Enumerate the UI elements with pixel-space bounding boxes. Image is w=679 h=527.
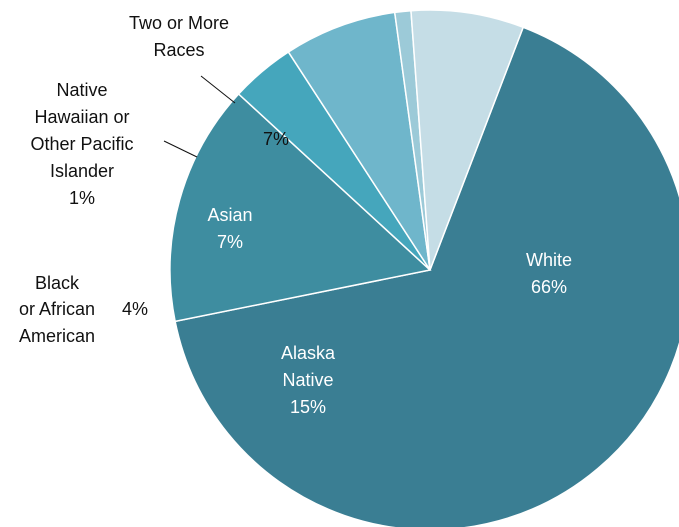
label-white-name: White <box>526 250 572 270</box>
label-black-line1: Black <box>35 273 80 293</box>
label-nhpi-line2: Hawaiian or <box>34 107 129 127</box>
label-black-line2: or African <box>19 299 95 319</box>
label-nhpi-line1: Native <box>56 80 107 100</box>
label-nhpi-pct: 1% <box>69 188 95 208</box>
label-nhpi-line3: Other Pacific <box>30 134 133 154</box>
leader-line-native-hawaiian <box>163 140 198 158</box>
label-alaska-native-line1: Alaska <box>281 343 336 363</box>
label-asian-name: Asian <box>207 205 252 225</box>
pie-slice-alaska-native <box>169 92 432 323</box>
pie-slices <box>169 9 679 527</box>
label-black-pct: 4% <box>122 299 148 319</box>
label-two-or-more-line2: Races <box>153 40 204 60</box>
label-alaska-native-line2: Native <box>282 370 333 390</box>
label-nhpi-line4: Islander <box>50 161 114 181</box>
label-black-line3: American <box>19 326 95 346</box>
label-alaska-native-pct: 15% <box>290 397 326 417</box>
label-asian-pct: 7% <box>217 232 243 252</box>
label-two-or-more-pct: 7% <box>263 129 289 149</box>
label-two-or-more-line1: Two or More <box>129 13 229 33</box>
pie-slice-white <box>174 26 679 527</box>
pie-slice-two-or-more-races <box>410 9 525 271</box>
leader-line-two-or-more-races <box>200 75 236 104</box>
pie-slice-asian <box>287 11 431 271</box>
label-white-pct: 66% <box>531 277 567 297</box>
